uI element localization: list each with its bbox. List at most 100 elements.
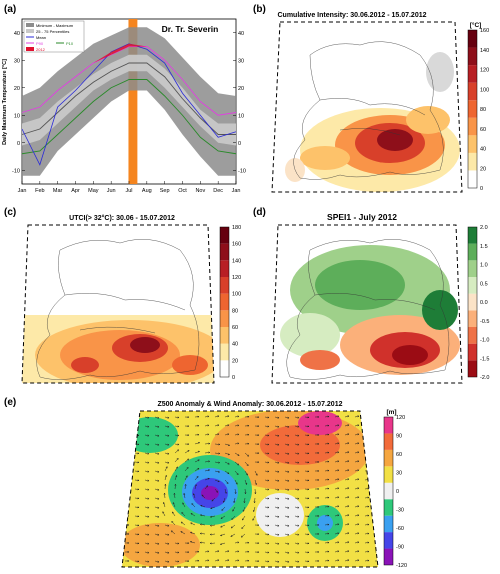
wind-arrow-head: [137, 452, 140, 455]
wind-arrow: [200, 524, 206, 526]
wind-arrow-head: [237, 454, 240, 456]
wind-arrow: [144, 515, 150, 518]
wind-arrow-head: [257, 551, 260, 554]
wind-arrow: [364, 434, 370, 436]
colorbar-e-tick-label: -60: [396, 526, 404, 532]
wind-arrow-head: [208, 442, 211, 445]
wind-arrow-head: [237, 424, 240, 427]
wind-arrow: [163, 502, 166, 508]
wind-arrow-head: [189, 531, 193, 534]
colorbar-b-tick-label: 40: [480, 147, 486, 153]
wind-arrow: [204, 485, 208, 490]
wind-arrow-head: [199, 541, 202, 544]
wind-arrow-head: [147, 524, 150, 527]
wind-arrow-head: [327, 496, 330, 499]
wind-arrow-head: [287, 506, 290, 509]
colorbar-e-tick-label: -120: [396, 563, 407, 569]
wind-arrow-head: [167, 425, 170, 428]
wind-arrow-head: [167, 524, 170, 527]
wind-arrow: [334, 469, 340, 472]
wind-arrow: [210, 524, 216, 526]
wind-arrow-head: [277, 533, 280, 536]
wind-arrow-head: [163, 492, 166, 495]
wind-arrow-head: [307, 479, 310, 482]
panel-a-letter: (a): [4, 4, 17, 15]
wind-arrow-head: [327, 424, 330, 427]
wind-arrow: [364, 542, 370, 544]
colorbar-e-tick-label: -30: [396, 508, 404, 514]
wind-arrow-head: [167, 443, 170, 446]
wind-arrow-head: [267, 488, 270, 491]
wind-arrow-head: [127, 469, 130, 472]
wind-arrow-head: [267, 479, 270, 482]
wind-arrow: [232, 506, 236, 512]
wind-arrow-head: [297, 416, 300, 419]
wind-arrow-head: [347, 496, 350, 499]
x-tick-label: Jun: [107, 188, 116, 194]
wind-arrow-head: [317, 478, 320, 481]
wind-arrow: [344, 460, 350, 463]
colorbar-e-swatch: [384, 417, 393, 434]
exceedance-area: [129, 43, 147, 47]
wind-arrow-head: [187, 458, 190, 461]
wind-arrow: [264, 542, 270, 544]
wind-arrow-head: [267, 416, 270, 419]
wind-arrow: [204, 425, 210, 427]
wind-arrow: [344, 541, 350, 544]
wind-arrow: [354, 415, 360, 418]
wind-arrow: [334, 541, 340, 544]
wind-arrow-head: [287, 443, 290, 446]
colorbar-e-tick-label: 30: [396, 471, 402, 477]
wind-arrow: [234, 488, 237, 494]
wind-arrow-head: [307, 488, 310, 491]
station-title: Dr. Tr. Severin: [162, 24, 219, 34]
wind-arrow-head: [337, 451, 340, 454]
colorbar-d-tick-label: 2.0: [480, 225, 488, 231]
wind-arrow: [364, 488, 370, 490]
wind-arrow-head: [367, 460, 370, 463]
wind-arrow: [224, 433, 230, 436]
wind-arrow: [254, 497, 256, 503]
wind-arrow: [324, 560, 330, 562]
wind-arrow: [274, 416, 280, 419]
wind-arrow-head: [222, 500, 225, 503]
colorbar-c-tick-label: 80: [232, 308, 238, 314]
wind-arrow: [264, 425, 270, 427]
colorbar-c-swatch: [220, 243, 229, 261]
wind-arrow-head: [307, 560, 310, 563]
wind-arrow: [164, 533, 170, 536]
wind-arrow: [334, 496, 340, 499]
wind-arrow: [344, 478, 350, 481]
wind-arrow: [162, 511, 166, 517]
wind-arrow-head: [277, 524, 280, 527]
wind-arrow: [174, 434, 180, 436]
wind-arrow-head: [247, 442, 250, 445]
wind-arrow: [171, 530, 176, 535]
wind-arrow-head: [186, 466, 189, 469]
wind-arrow: [154, 443, 160, 446]
wind-arrow-head: [257, 533, 260, 536]
wind-arrow: [241, 524, 246, 529]
wind-arrow-head: [162, 511, 165, 514]
wind-arrow: [252, 515, 256, 521]
colorbar-d-swatch: [468, 277, 477, 294]
colorbar-b-swatch: [468, 30, 477, 48]
wind-arrow-head: [297, 479, 300, 482]
wind-arrow-head: [207, 550, 210, 553]
colorbar-e-tick-label: 90: [396, 434, 402, 440]
wind-arrow: [344, 442, 350, 445]
wind-arrow-head: [187, 416, 190, 419]
wind-arrow-head: [357, 532, 360, 535]
wind-arrow-head: [287, 488, 290, 491]
colorbar-e-tick-label: 120: [396, 415, 405, 421]
wind-arrow-head: [236, 473, 239, 476]
wind-arrow-head: [255, 473, 258, 476]
wind-arrow-head: [200, 504, 203, 507]
wind-arrow-head: [187, 443, 190, 446]
wind-arrow-head: [247, 433, 250, 436]
wind-arrow-head: [157, 488, 160, 491]
wind-arrow: [204, 460, 210, 463]
wind-arrow-head: [327, 541, 330, 544]
wind-arrow-head: [287, 470, 290, 473]
wind-arrow: [264, 560, 270, 562]
